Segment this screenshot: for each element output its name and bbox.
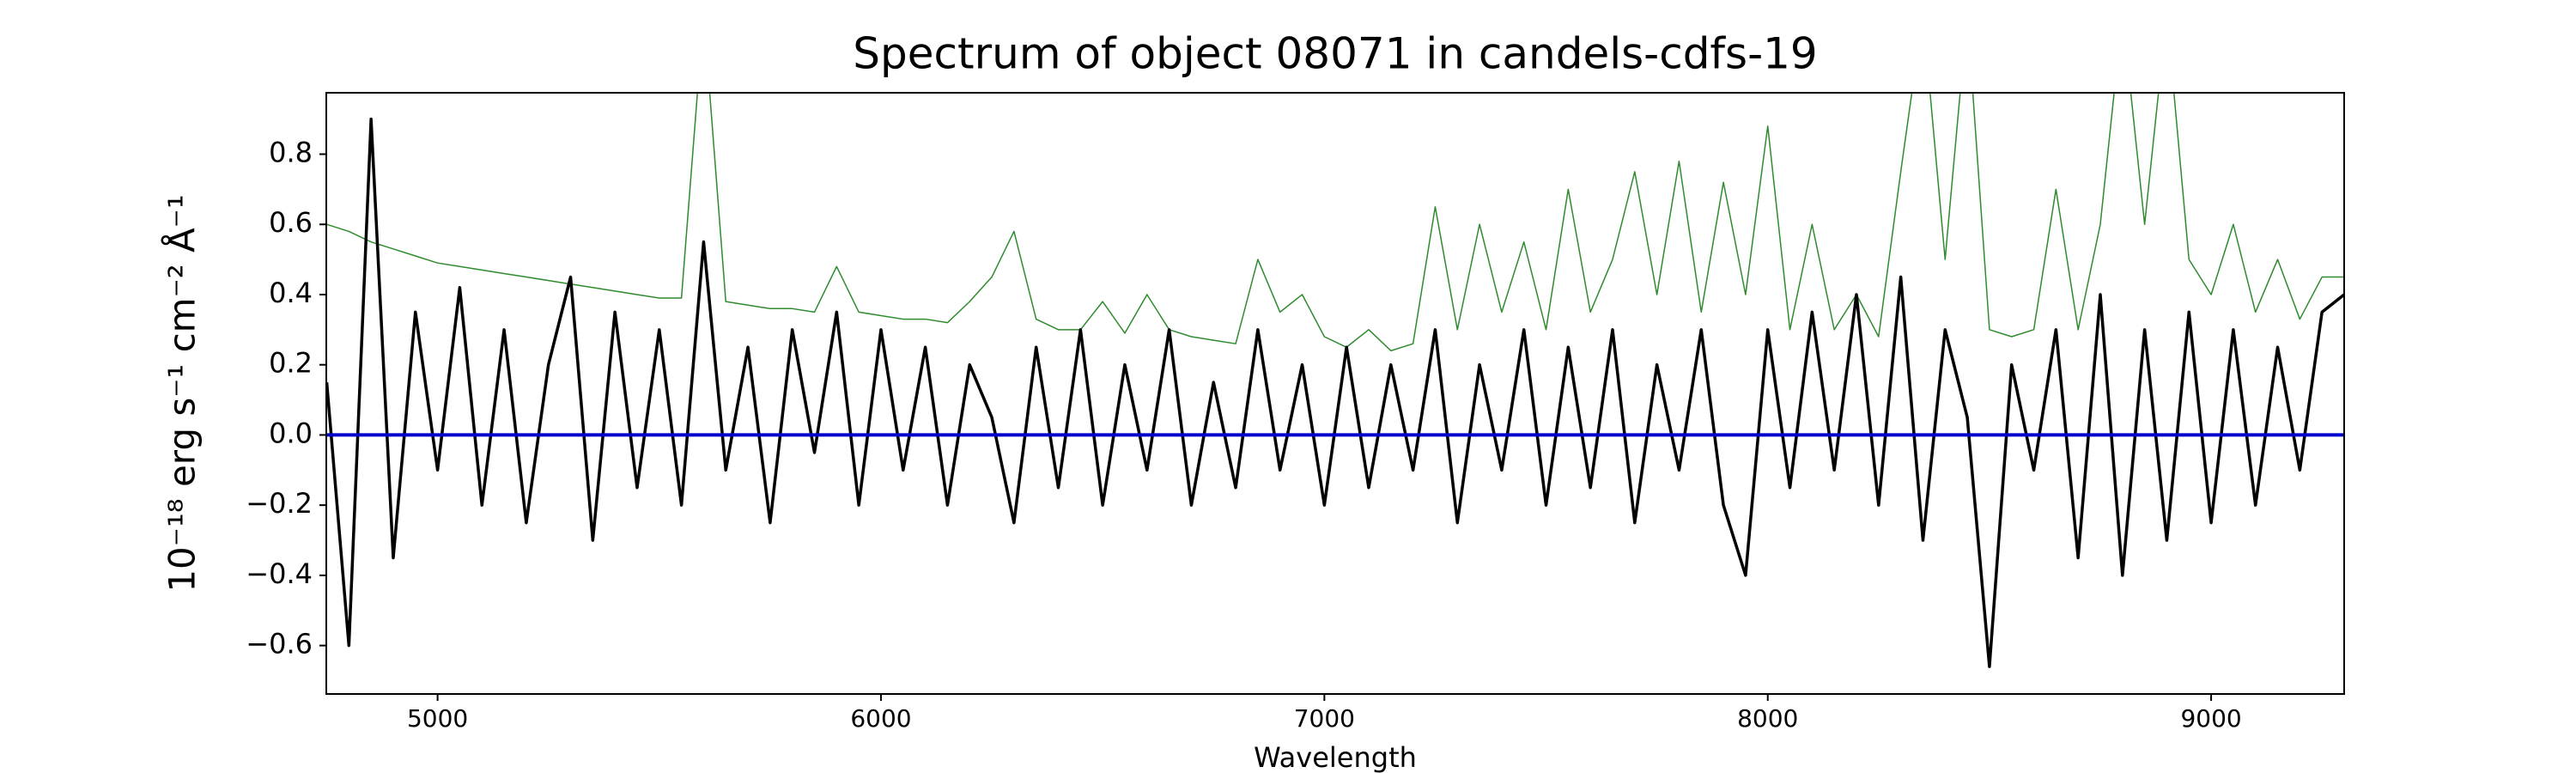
- y-tick-label: 0.4: [269, 277, 313, 309]
- y-tick-label: 0.2: [269, 347, 313, 380]
- spectrum-line: [326, 93, 2344, 352]
- y-tick-label: −0.4: [246, 557, 313, 590]
- y-axis-label: 10⁻¹⁸ erg s⁻¹ cm⁻² Å⁻¹: [161, 194, 204, 592]
- chart-title: Spectrum of object 08071 in candels-cdfs…: [853, 29, 1818, 79]
- y-tick-label: −0.2: [246, 487, 313, 520]
- spectrum-line: [326, 117, 2344, 668]
- y-tick-label: 0.8: [269, 137, 313, 169]
- x-tick-label: 5000: [407, 704, 468, 733]
- plot-frame: [325, 92, 2345, 695]
- x-tick-label: 6000: [850, 704, 911, 733]
- x-tick-label: 7000: [1294, 704, 1355, 733]
- y-tick-label: 0.6: [269, 206, 313, 239]
- x-tick-label: 8000: [1737, 704, 1798, 733]
- y-tick-label: 0.0: [269, 417, 313, 449]
- plot-area: [326, 93, 2344, 668]
- x-tick-label: 9000: [2180, 704, 2241, 733]
- x-axis-label: Wavelength: [1254, 741, 1417, 773]
- y-tick-label: −0.6: [246, 628, 313, 660]
